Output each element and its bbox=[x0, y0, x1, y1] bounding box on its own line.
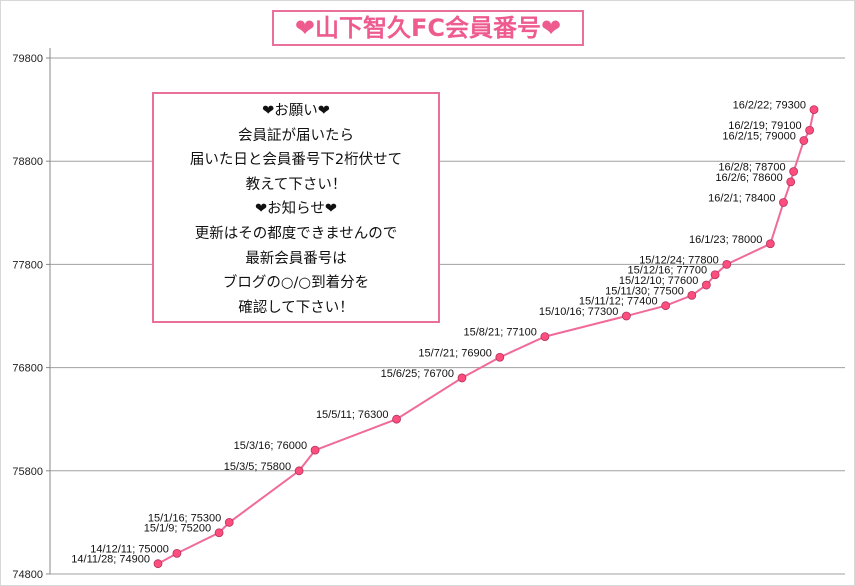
data-label: 16/2/8; 78700 bbox=[718, 162, 785, 174]
chart-title: ❤山下智久FC会員番号❤ bbox=[272, 10, 584, 46]
data-point bbox=[701, 280, 711, 290]
notice-line: ブログの○/○到着分を bbox=[222, 275, 370, 292]
notice-line: 更新はその都度できませんので bbox=[194, 225, 398, 242]
data-label: 15/3/16; 76000 bbox=[234, 440, 307, 452]
data-point bbox=[799, 136, 809, 145]
data-point bbox=[153, 559, 163, 569]
data-point bbox=[621, 311, 631, 321]
data-point bbox=[392, 414, 401, 424]
data-point bbox=[214, 528, 224, 538]
data-point bbox=[765, 239, 775, 249]
data-label: 15/11/12; 77400 bbox=[579, 296, 658, 308]
notice-line: 最新会員番号は bbox=[245, 250, 347, 267]
data-point bbox=[722, 259, 732, 269]
data-label: 15/12/24; 77800 bbox=[639, 254, 719, 266]
data-point bbox=[310, 445, 320, 455]
data-point bbox=[805, 125, 815, 135]
data-point bbox=[495, 352, 505, 362]
data-point bbox=[786, 177, 796, 187]
data-label: 16/2/22; 79300 bbox=[733, 100, 806, 112]
data-point bbox=[540, 332, 550, 342]
data-label: 16/2/19; 79100 bbox=[728, 120, 801, 132]
notice-line: ❤お願い❤ bbox=[262, 103, 330, 119]
data-label: 15/7/21; 76900 bbox=[418, 347, 491, 359]
notice-line: 教えて下さい！ bbox=[245, 176, 347, 193]
data-label: 16/2/6; 78600 bbox=[715, 172, 782, 184]
data-label: 15/11/30; 77500 bbox=[605, 285, 684, 297]
y-axis: 74800 75800 76800 77800 78800 79800 bbox=[12, 48, 51, 581]
y-tick-label: 77800 bbox=[12, 259, 43, 271]
data-label: 15/10/16; 77300 bbox=[539, 306, 619, 318]
notice-line: ❤お知らせ❤ bbox=[254, 201, 337, 218]
data-label: 16/2/15; 79000 bbox=[722, 131, 795, 143]
data-label: 15/1/9; 75200 bbox=[144, 523, 211, 535]
data-label: 16/1/23; 78000 bbox=[689, 234, 762, 246]
data-label: 15/3/5; 75800 bbox=[224, 461, 291, 473]
notice-line: 届いた日と会員番号下2桁伏せて bbox=[189, 152, 403, 169]
data-label: 15/8/21; 77100 bbox=[464, 327, 537, 339]
data-point bbox=[809, 105, 819, 114]
data-label: 15/5/11; 76300 bbox=[316, 409, 389, 421]
data-label: 15/12/10; 77600 bbox=[619, 275, 699, 287]
data-point bbox=[687, 290, 697, 300]
y-tick-label: 74800 bbox=[12, 569, 43, 581]
data-label: 15/6/25; 76700 bbox=[381, 368, 454, 380]
data-point bbox=[224, 518, 234, 527]
data-point bbox=[172, 548, 182, 558]
data-label: 14/11/28; 74900 bbox=[71, 554, 150, 566]
data-label: 14/12/11; 75000 bbox=[90, 543, 169, 555]
data-point bbox=[779, 198, 788, 207]
data-point bbox=[457, 373, 467, 383]
y-tick-label: 76800 bbox=[12, 363, 43, 375]
notice-line: 確認して下さい！ bbox=[238, 299, 354, 316]
data-point bbox=[294, 466, 304, 476]
data-label: 15/12/16; 77700 bbox=[628, 265, 708, 277]
y-tick-label: 75800 bbox=[12, 466, 43, 478]
data-point bbox=[661, 301, 671, 311]
data-point bbox=[710, 270, 720, 280]
data-label: 16/2/1; 78400 bbox=[708, 192, 775, 204]
data-label: 15/1/16; 75300 bbox=[148, 512, 221, 524]
y-tick-label: 78800 bbox=[12, 156, 43, 168]
notice-line: 会員証が届いたら bbox=[238, 127, 354, 144]
y-tick-label: 79800 bbox=[12, 53, 43, 65]
data-points bbox=[153, 105, 819, 569]
data-point bbox=[789, 167, 799, 176]
notice-box: ❤お願い❤ 会員証が届いたら 届いた日と会員番号下2桁伏せて 教えて下さい！ ❤… bbox=[152, 92, 440, 323]
